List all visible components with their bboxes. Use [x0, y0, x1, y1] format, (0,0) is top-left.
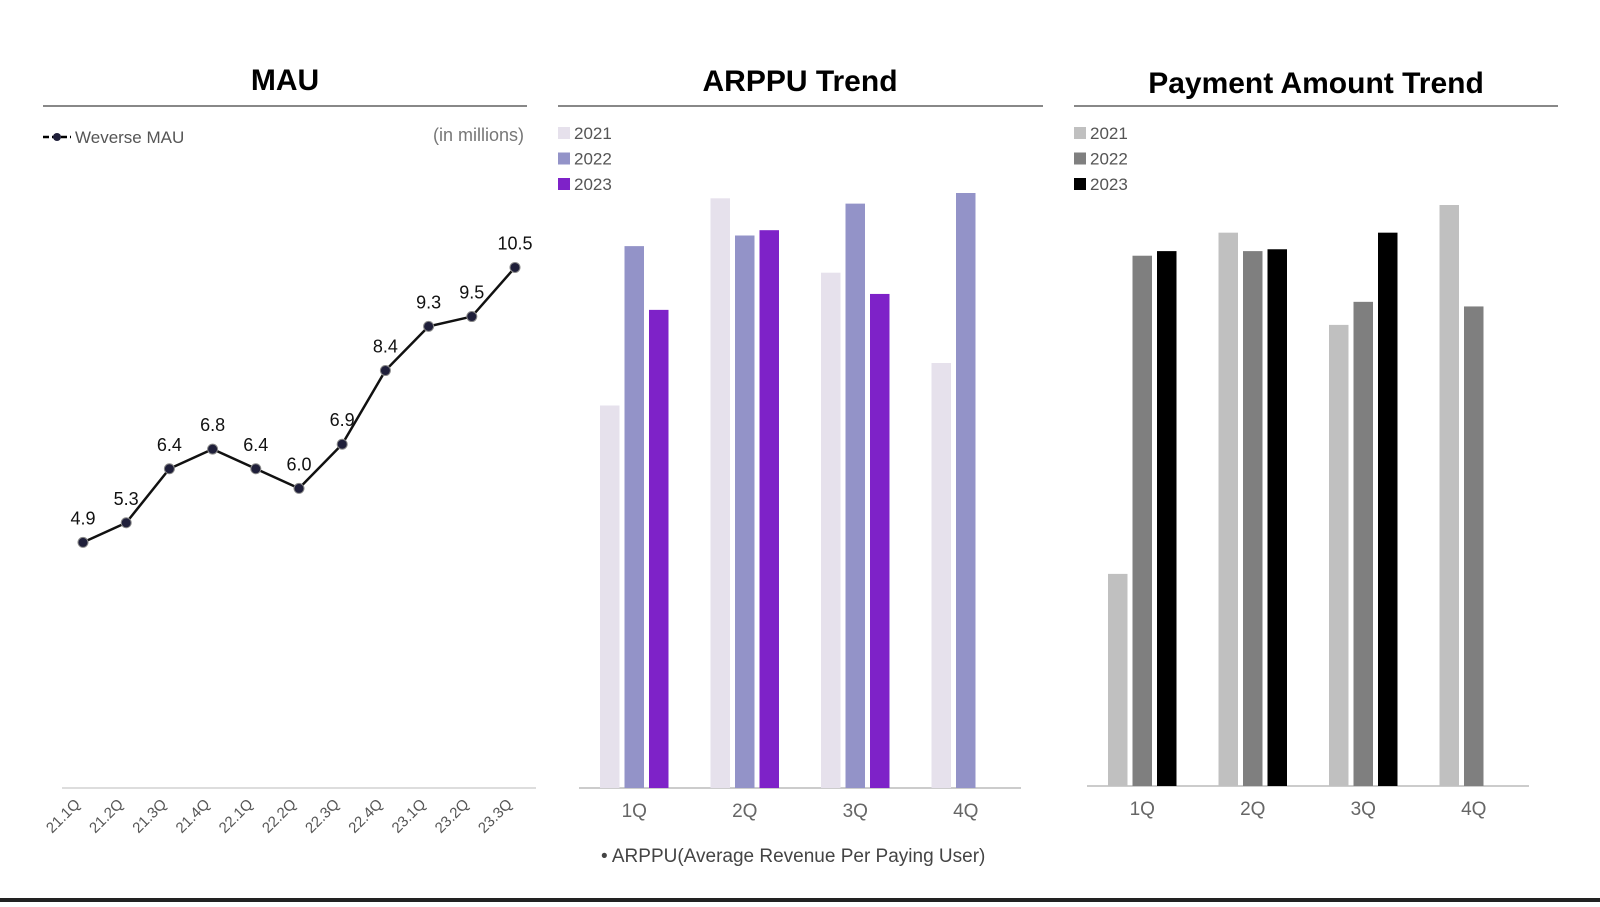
- payment-x-tick-label: 3Q: [1351, 799, 1376, 820]
- mau-x-tick-label: 22.1Q: [216, 796, 257, 837]
- mau-data-label: 8.4: [373, 337, 398, 357]
- mau-data-point[interactable]: [250, 463, 262, 475]
- arppu-bar[interactable]: [735, 235, 755, 789]
- arppu-footnote: • ARPPU(Average Revenue Per Paying User): [601, 846, 985, 867]
- mau-x-tick-label: 22.2Q: [259, 796, 300, 837]
- mau-data-label: 9.5: [459, 283, 484, 303]
- arppu-bar[interactable]: [821, 272, 841, 788]
- mau-x-tick-label: 21.2Q: [86, 796, 127, 837]
- mau-x-tick-label: 21.1Q: [43, 796, 84, 837]
- mau-x-tick-label: 21.3Q: [129, 796, 170, 837]
- payment-bar[interactable]: [1132, 255, 1153, 786]
- mau-data-label: 4.9: [70, 508, 95, 528]
- mau-data-point[interactable]: [509, 261, 521, 273]
- payment-x-tick-label: 1Q: [1130, 799, 1155, 820]
- mau-data-label: 9.3: [416, 292, 441, 312]
- arppu-x-tick-label: 3Q: [843, 801, 868, 822]
- mau-chart-title: MAU: [251, 64, 319, 97]
- arppu-bar[interactable]: [624, 246, 645, 788]
- payment-legend-swatch: [1074, 127, 1086, 139]
- mau-data-point[interactable]: [207, 443, 219, 455]
- payment-bar[interactable]: [1329, 324, 1349, 786]
- mau-x-tick-label: 22.4Q: [345, 796, 386, 837]
- payment-chart-title: Payment Amount Trend: [1148, 67, 1484, 100]
- arppu-x-tick-label: 2Q: [732, 801, 757, 822]
- mau-data-label: 6.0: [286, 454, 311, 474]
- bottom-border: [0, 898, 1600, 902]
- mau-x-tick-label: 21.4Q: [173, 796, 214, 837]
- arppu-bar[interactable]: [710, 198, 731, 788]
- mau-legend-swatch-marker: [53, 133, 61, 141]
- payment-bar[interactable]: [1464, 306, 1484, 786]
- mau-data-label: 6.4: [243, 435, 268, 455]
- payment-x-tick-label: 2Q: [1240, 799, 1265, 820]
- arppu-x-tick-label: 4Q: [953, 801, 978, 822]
- payment-legend-label: 2023: [1090, 175, 1128, 194]
- mau-data-point[interactable]: [293, 482, 305, 494]
- payment-bar[interactable]: [1353, 301, 1374, 786]
- mau-x-tick-label: 23.1Q: [389, 796, 430, 837]
- mau-x-tick-label: 22.3Q: [302, 796, 343, 837]
- payment-bar[interactable]: [1267, 249, 1288, 786]
- mau-data-point[interactable]: [379, 365, 391, 377]
- payment-bar[interactable]: [1108, 573, 1128, 786]
- mau-data-point[interactable]: [163, 463, 175, 475]
- arppu-legend-swatch: [558, 152, 570, 165]
- mau-data-point[interactable]: [466, 311, 478, 323]
- mau-data-label: 10.5: [497, 233, 532, 253]
- mau-x-tick-label: 23.3Q: [475, 796, 516, 837]
- arppu-x-tick-label: 1Q: [622, 801, 647, 822]
- mau-data-point[interactable]: [120, 517, 132, 529]
- payment-legend-label: 2022: [1090, 150, 1128, 169]
- payment-legend-swatch: [1074, 152, 1086, 165]
- arppu-bar[interactable]: [759, 230, 780, 788]
- mau-data-label: 6.8: [200, 415, 225, 435]
- payment-legend-label: 2021: [1090, 124, 1128, 143]
- mau-data-label: 6.9: [330, 410, 355, 430]
- payment-x-tick-label: 4Q: [1461, 799, 1486, 820]
- arppu-bar[interactable]: [649, 309, 669, 788]
- mau-data-label: 6.4: [157, 435, 182, 455]
- arppu-legend-label: 2021: [574, 124, 612, 143]
- payment-legend-swatch: [1074, 178, 1086, 190]
- mau-series-line: [82, 266, 516, 544]
- payment-bar[interactable]: [1218, 232, 1239, 786]
- arppu-bar[interactable]: [845, 203, 866, 788]
- mau-data-point[interactable]: [77, 536, 89, 548]
- payment-bar[interactable]: [1439, 205, 1460, 786]
- mau-unit-label: (in millions): [433, 125, 524, 145]
- arppu-bar[interactable]: [870, 293, 890, 788]
- payment-bar[interactable]: [1378, 232, 1398, 786]
- arppu-bar[interactable]: [931, 363, 952, 788]
- arppu-bar[interactable]: [956, 193, 976, 788]
- arppu-legend-swatch: [558, 127, 570, 139]
- payment-bar[interactable]: [1157, 251, 1177, 787]
- arppu-chart-title: ARPPU Trend: [702, 65, 897, 98]
- mau-legend-label: Weverse MAU: [75, 128, 184, 147]
- arppu-legend-swatch: [558, 178, 570, 190]
- mau-x-tick-label: 23.2Q: [432, 796, 473, 837]
- mau-data-point[interactable]: [336, 438, 348, 450]
- arppu-legend-label: 2022: [574, 150, 612, 169]
- arppu-bar[interactable]: [600, 405, 620, 789]
- payment-bar[interactable]: [1243, 251, 1263, 787]
- mau-data-label: 5.3: [114, 489, 139, 509]
- arppu-legend-label: 2023: [574, 175, 612, 194]
- mau-data-point[interactable]: [423, 320, 435, 332]
